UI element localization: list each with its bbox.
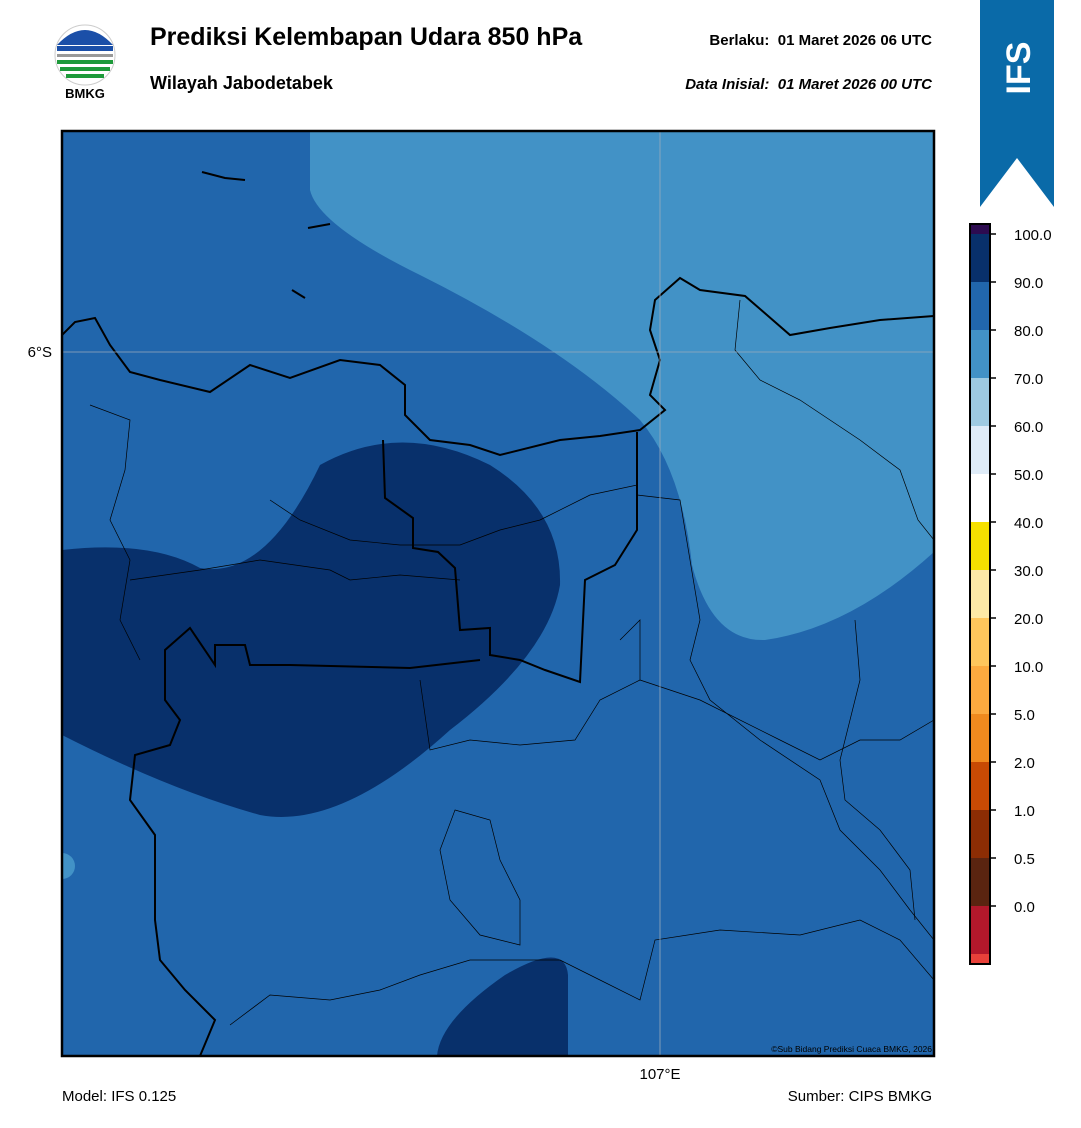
colorbar-segment — [970, 282, 990, 330]
map-frame — [60, 129, 936, 1058]
colorbar-segment — [970, 330, 990, 378]
colorbar-segment — [970, 426, 990, 474]
colorbar-label: 60.0 — [1014, 419, 1043, 436]
init-time: Data Inisial: 01 Maret 2026 00 UTC — [685, 76, 933, 93]
colorbar-frame — [969, 223, 991, 965]
colorbar-label: 0.5 — [1014, 851, 1035, 868]
colorbar: 100.0 90.0 80.0 70.0 60.0 50.0 40.0 30.0 20.0 10.… — [969, 223, 1052, 965]
subtitle: Wilayah Jabodetabek — [150, 73, 334, 93]
colorbar-segment — [970, 762, 990, 810]
colorbar-segment — [970, 858, 990, 906]
colorbar-segment — [970, 954, 990, 964]
logo-text: BMKG — [65, 86, 105, 101]
credit: ©Sub Bidang Prediksi Cuaca BMKG, 2026 — [771, 1044, 932, 1054]
colorbar-label: 5.0 — [1014, 707, 1035, 724]
colorbar-label: 10.0 — [1014, 659, 1043, 676]
badge-text: IFS — [1000, 42, 1038, 95]
colorbar-label: 20.0 — [1014, 611, 1043, 628]
colorbar-label: 1.0 — [1014, 803, 1035, 820]
colorbar-segment — [970, 378, 990, 426]
colorbar-segment — [970, 474, 990, 522]
logo — [54, 24, 116, 86]
colorbar-segment — [970, 810, 990, 858]
colorbar-label: 2.0 — [1014, 755, 1035, 772]
colorbar-label: 40.0 — [1014, 515, 1043, 532]
colorbar-label: 30.0 — [1014, 563, 1043, 580]
valid-time: Berlaku: 01 Maret 2026 06 UTC — [709, 32, 932, 49]
colorbar-segment — [970, 666, 990, 714]
model: Model: IFS 0.125 — [62, 1088, 176, 1105]
colorbar-segment — [970, 714, 990, 762]
colorbar-segment — [970, 234, 990, 282]
title: Prediksi Kelembapan Udara 850 hPa — [150, 23, 583, 51]
colorbar-segment — [970, 570, 990, 618]
lat-label: 6°S — [28, 344, 52, 361]
lon-label: 107°E — [639, 1066, 680, 1083]
colorbar-label: 90.0 — [1014, 275, 1043, 292]
colorbar-label: 80.0 — [1014, 323, 1043, 340]
colorbar-segment — [970, 618, 990, 666]
badge — [980, 0, 1054, 207]
colorbar-label: 100.0 — [1014, 227, 1052, 244]
colorbar-label: 0.0 — [1014, 899, 1035, 916]
colorbar-label: 50.0 — [1014, 467, 1043, 484]
source: Sumber: CIPS BMKG — [788, 1088, 932, 1105]
colorbar-label: 70.0 — [1014, 371, 1043, 388]
colorbar-segment — [970, 522, 990, 570]
colorbar-segment — [970, 224, 990, 234]
map-area — [62, 131, 934, 1056]
colorbar-segment — [970, 906, 990, 954]
